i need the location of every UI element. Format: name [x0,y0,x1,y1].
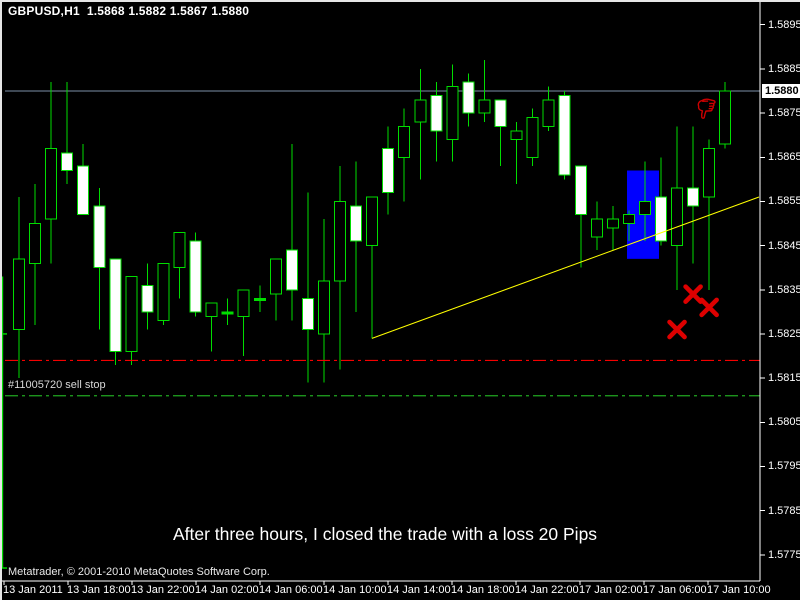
candle [350,161,363,312]
time-tick-label: 13 Jan 18:00 [67,584,131,596]
candle [77,144,90,216]
loss-x-marker[interactable] [667,319,687,340]
candle [366,196,379,339]
candle [430,82,443,162]
candle [542,86,555,131]
candle [526,108,539,167]
copyright-text: Metatrader, © 2001-2010 MetaQuotes Softw… [8,566,270,578]
price-tick-label: 1.5865 [768,151,800,164]
time-tick-label: 13 Jan 22:00 [131,584,195,596]
candle [510,121,523,184]
candle [606,205,619,251]
window-border-top [0,0,800,2]
current-price-tag: 1.5880 [762,84,800,98]
time-tick-label: 14 Jan 22:00 [515,584,579,596]
candle [13,197,25,379]
candle [173,231,186,299]
candle [558,91,571,180]
price-tick-label: 1.5785 [768,504,800,517]
loss-x-marker[interactable] [699,297,719,318]
price-tick-label: 1.5835 [768,283,800,296]
candle [29,183,42,326]
price-tick-label: 1.5895 [768,18,800,31]
price-tick-label: 1.5825 [768,327,800,340]
window-border-left [0,0,2,600]
price-tick-label: 1.5875 [768,107,800,120]
candle [221,298,234,326]
candle [125,276,138,365]
candle [189,232,202,317]
left-partial-candle [1,276,7,569]
candle [446,64,459,162]
price-tick-label: 1.5775 [768,548,800,561]
candle [237,289,250,357]
time-tick-label: 17 Jan 02:00 [579,584,643,596]
chart-symbol-ohlc-title: GBPUSD,H1 1.5868 1.5882 1.5867 1.5880 [8,4,250,18]
time-tick-label: 17 Jan 10:00 [707,584,771,596]
candle [317,219,330,383]
time-tick-label: 14 Jan 02:00 [195,584,259,596]
candle [638,161,651,242]
candle [93,188,106,330]
time-tick-label: 14 Jan 14:00 [387,584,451,596]
candle [590,201,603,251]
candle [703,139,716,290]
loss-x-marker[interactable] [683,284,703,304]
candle [61,82,74,184]
candle [478,60,491,122]
candle [157,262,170,326]
price-tick-label: 1.5815 [768,372,800,385]
candle [382,126,395,215]
candle [205,302,218,352]
candle [334,166,346,370]
price-tick-label: 1.5885 [768,62,800,75]
candle [109,258,122,365]
candle [655,157,667,246]
thumbs-down-icon[interactable] [697,98,716,119]
candle [414,68,427,180]
price-tick-label: 1.5845 [768,239,800,252]
candle [462,73,475,127]
time-tick-label: 17 Jan 06:00 [643,584,707,596]
candle [285,144,298,321]
candle [301,192,314,383]
candle [719,82,732,149]
candle [269,258,282,321]
candle [398,108,411,202]
candle [687,126,700,264]
time-tick-label: 13 Jan 2011 [3,584,63,596]
candle [253,285,266,312]
trade-annotation-text: After three hours, I closed the trade wi… [172,524,598,544]
trend-line-object[interactable] [371,196,760,339]
sell-stop-order-label[interactable]: #11005720 sell stop [8,379,106,391]
time-tick-label: 14 Jan 10:00 [323,584,387,596]
candle [622,210,635,242]
candle [494,99,507,167]
candle [574,165,587,268]
candle [671,126,684,290]
time-tick-label: 14 Jan 18:00 [451,584,515,596]
time-tick-label: 14 Jan 06:00 [259,584,323,596]
candle [45,82,58,264]
price-tick-label: 1.5805 [768,416,800,429]
price-tick-label: 1.5855 [768,195,800,208]
candle [141,263,154,330]
price-tick-label: 1.5795 [768,460,800,473]
